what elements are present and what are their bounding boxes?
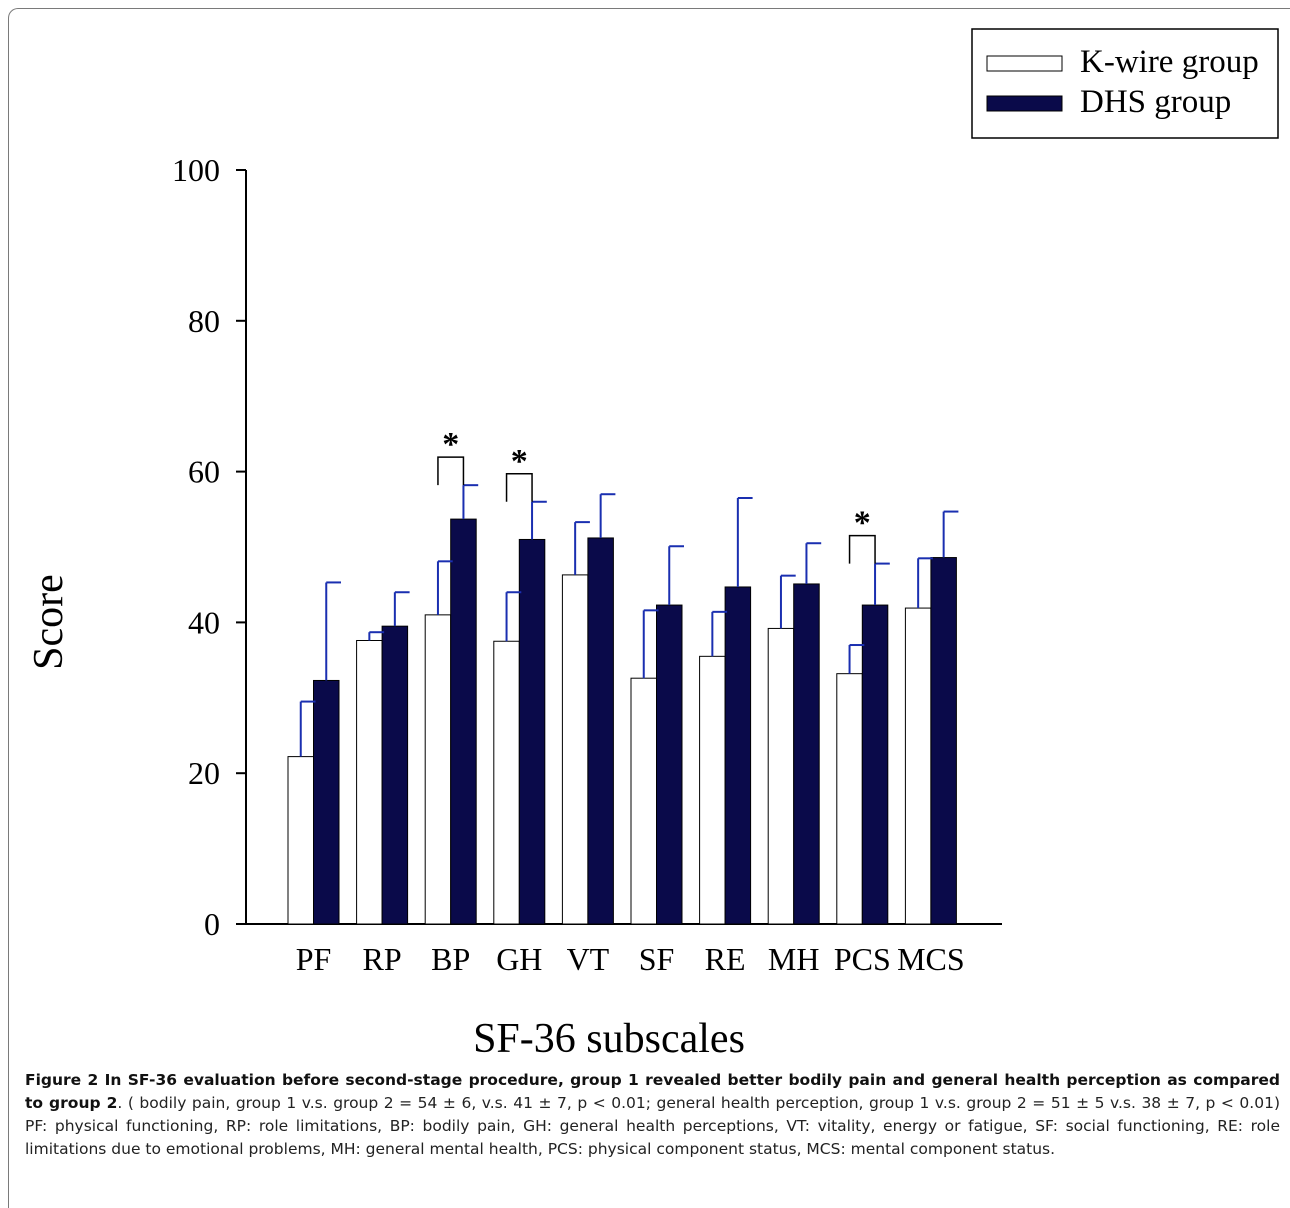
k-wire-bar bbox=[904, 607, 932, 925]
error-bars bbox=[299, 484, 959, 757]
dhs-bar bbox=[793, 583, 820, 925]
legend-label: DHS group bbox=[1080, 84, 1231, 120]
k-wire-bar bbox=[561, 574, 589, 925]
significance-markers: * * * bbox=[437, 426, 876, 564]
x-tick-label: PCS bbox=[834, 941, 891, 977]
x-tick-label: MCS bbox=[897, 941, 965, 977]
k-wire-bar bbox=[424, 614, 452, 925]
dhs-bar bbox=[518, 538, 546, 925]
y-tick-label: 100 bbox=[172, 152, 220, 188]
k-wire-bar bbox=[356, 639, 383, 925]
figure-caption: Figure 2 In SF-36 evaluation before seco… bbox=[25, 1069, 1280, 1161]
legend-swatch bbox=[986, 95, 1063, 112]
legend-swatch bbox=[986, 55, 1063, 72]
k-wire-bar bbox=[699, 655, 726, 925]
k-wire-bar bbox=[287, 756, 314, 925]
caption-label: Figure 2 bbox=[25, 1071, 99, 1089]
x-tick-label: SF bbox=[639, 941, 675, 977]
dhs-bar bbox=[450, 518, 477, 925]
significance-asterisk: * bbox=[442, 426, 459, 463]
x-tick-label: GH bbox=[496, 941, 542, 977]
dhs-bar bbox=[724, 586, 752, 925]
bar-chart: 0 20 40 60 80 100 PF RP BP GH VT SF RE MH PCS MCS * * * K… bbox=[26, 28, 1279, 1062]
dhs-bar bbox=[930, 557, 957, 925]
dhs-bar bbox=[587, 537, 614, 925]
k-wire-bar bbox=[836, 673, 863, 925]
y-tick-label: 0 bbox=[204, 906, 220, 942]
k-wire-bar bbox=[630, 677, 657, 925]
significance-asterisk: * bbox=[854, 505, 871, 542]
y-tick-label: 40 bbox=[188, 604, 220, 640]
legend-box bbox=[971, 28, 1279, 139]
dhs-bar bbox=[381, 625, 409, 925]
dhs-bar bbox=[861, 604, 889, 925]
figure-frame bbox=[8, 8, 1290, 1208]
bars bbox=[287, 518, 957, 925]
x-tick-label: RE bbox=[705, 941, 746, 977]
legend: K-wire group DHS group bbox=[971, 28, 1279, 139]
caption-body: . ( bodily pain, group 1 v.s. group 2 = … bbox=[25, 1094, 1280, 1158]
y-axis-label: Score bbox=[26, 574, 72, 670]
k-wire-bar bbox=[493, 640, 520, 925]
k-wire-bar bbox=[767, 627, 795, 925]
legend-label: K-wire group bbox=[1080, 44, 1259, 80]
y-tick-label: 60 bbox=[188, 454, 220, 490]
x-axis-label: SF-36 subscales bbox=[473, 1016, 745, 1062]
significance-bracket bbox=[437, 456, 465, 486]
significance-bracket bbox=[505, 473, 533, 502]
significance-asterisk: * bbox=[511, 443, 528, 480]
x-tick-label: PF bbox=[296, 941, 332, 977]
y-tick-label: 80 bbox=[188, 303, 220, 339]
x-tick-label: BP bbox=[431, 941, 470, 977]
x-tick-label: MH bbox=[768, 941, 820, 977]
dhs-bar bbox=[313, 679, 340, 925]
x-tick-label: VT bbox=[567, 941, 610, 977]
significance-bracket bbox=[848, 534, 876, 564]
dhs-bar bbox=[656, 604, 683, 925]
axes: 0 20 40 60 80 100 PF RP BP GH VT SF RE MH PCS MCS bbox=[172, 152, 1002, 977]
caption-title: In SF-36 evaluation before second-stage … bbox=[25, 1071, 1280, 1112]
x-tick-label: RP bbox=[363, 941, 402, 977]
y-tick-label: 20 bbox=[188, 755, 220, 791]
